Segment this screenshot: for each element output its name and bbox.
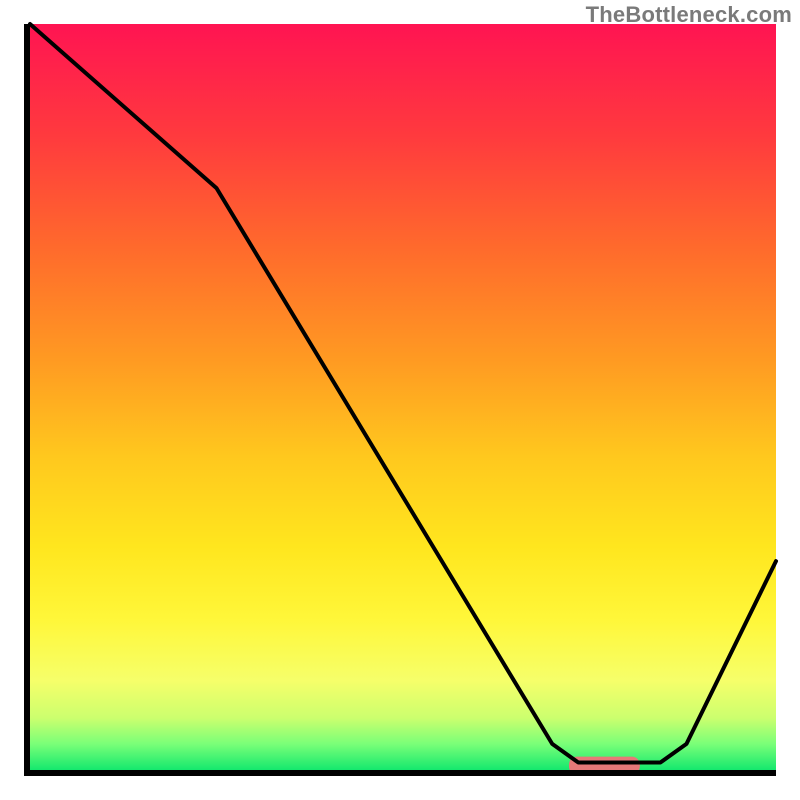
- gradient-background: [30, 24, 776, 770]
- y-axis: [24, 24, 30, 776]
- watermark-text: TheBottleneck.com: [586, 2, 792, 28]
- x-axis: [24, 770, 776, 776]
- chart-container: TheBottleneck.com: [0, 0, 800, 800]
- bottleneck-chart: [0, 0, 800, 800]
